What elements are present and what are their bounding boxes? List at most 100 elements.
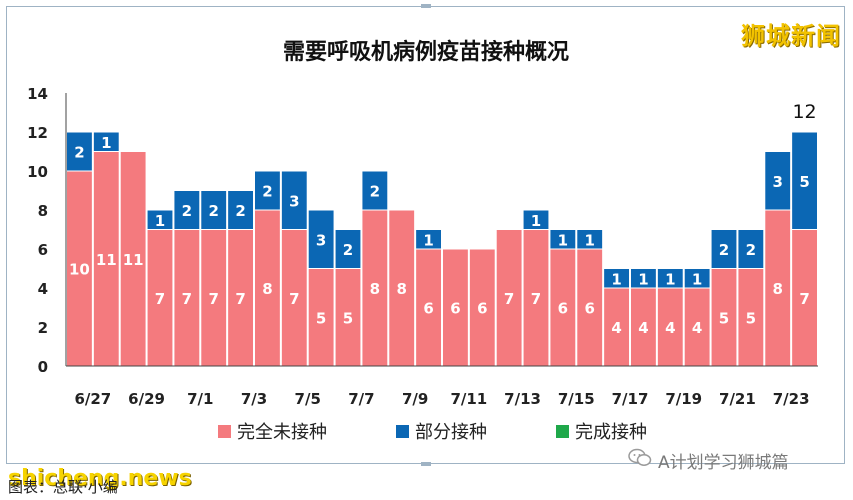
image-caption: 图表：总联·小编 xyxy=(8,478,118,496)
x-tick-label: 7/21 xyxy=(719,390,756,408)
data-label: 6 xyxy=(477,300,487,318)
legend-label: 完成接种 xyxy=(575,422,647,443)
data-label: 4 xyxy=(611,319,621,337)
wechat-account-name: A计划学习狮城篇 xyxy=(658,452,789,473)
bar-segment xyxy=(549,248,577,367)
data-label: 11 xyxy=(123,251,144,269)
bar-segment xyxy=(66,170,93,367)
legend-swatch xyxy=(556,425,569,438)
data-label: 1 xyxy=(611,270,621,288)
data-label: 2 xyxy=(182,202,192,220)
bar-segment xyxy=(764,151,792,211)
data-label: 7 xyxy=(531,290,541,308)
bar-segment xyxy=(576,248,604,367)
bar-segment xyxy=(200,190,228,230)
bar-segment xyxy=(656,268,684,289)
bar-segment xyxy=(388,209,416,367)
y-tick-label: 6 xyxy=(38,241,48,259)
data-label: 1 xyxy=(692,270,702,288)
y-tick-label: 4 xyxy=(38,280,48,298)
data-label: 8 xyxy=(772,280,782,298)
bar-segment xyxy=(307,268,335,367)
data-label: 2 xyxy=(208,202,218,220)
bar-segment xyxy=(710,229,738,269)
bar-segment xyxy=(468,248,496,367)
legend-swatch xyxy=(218,425,231,438)
y-tick-label: 10 xyxy=(27,163,48,181)
wechat-icon xyxy=(628,448,652,473)
bar-segment xyxy=(522,229,550,367)
x-tick-label: 7/17 xyxy=(612,390,649,408)
data-label: 4 xyxy=(638,319,648,337)
x-tick-label: 7/13 xyxy=(504,390,541,408)
data-label: 6 xyxy=(558,300,568,318)
y-tick-label: 14 xyxy=(27,85,48,103)
x-tick-label: 7/5 xyxy=(295,390,321,408)
x-tick-label: 6/27 xyxy=(74,390,111,408)
data-label: 5 xyxy=(746,309,756,327)
data-label: 7 xyxy=(235,290,245,308)
data-label: 2 xyxy=(262,183,272,201)
brand-logo-text: 狮城新闻 xyxy=(741,22,841,50)
bar-segment xyxy=(737,268,765,367)
data-label: 6 xyxy=(584,300,594,318)
data-label: 2 xyxy=(719,241,729,259)
data-label: 8 xyxy=(262,280,272,298)
data-label: 1 xyxy=(665,270,675,288)
data-label: 3 xyxy=(316,231,326,249)
data-label: 2 xyxy=(74,144,84,162)
bar-segment xyxy=(603,268,631,289)
x-tick-label: 6/29 xyxy=(128,390,165,408)
bar-segment xyxy=(522,209,550,230)
data-label: 2 xyxy=(746,241,756,259)
resize-handle-bottom[interactable] xyxy=(421,462,431,466)
bar-segment xyxy=(549,229,577,250)
x-tick-label: 7/15 xyxy=(558,390,595,408)
data-label: 6 xyxy=(450,300,460,318)
bar-segment xyxy=(576,229,604,250)
bar-segment xyxy=(495,229,523,367)
bar-segment xyxy=(791,131,819,230)
data-label: 4 xyxy=(692,319,702,337)
bar-segment xyxy=(737,229,765,269)
data-label: 1 xyxy=(638,270,648,288)
bar-segment xyxy=(280,170,308,230)
total-annotation: 12 xyxy=(792,101,816,123)
data-label: 1 xyxy=(155,212,165,230)
data-label: 7 xyxy=(155,290,165,308)
bar-segment xyxy=(415,229,442,250)
data-label: 8 xyxy=(370,280,380,298)
data-label: 2 xyxy=(235,202,245,220)
resize-handle-top[interactable] xyxy=(421,4,431,8)
bar-segment xyxy=(254,170,281,211)
x-tick-label: 7/19 xyxy=(665,390,702,408)
watermark: shicheng.news xyxy=(8,466,192,491)
bar-segment xyxy=(710,268,738,367)
data-label: 7 xyxy=(182,290,192,308)
data-label: 1 xyxy=(584,231,594,249)
legend-label: 部分接种 xyxy=(415,422,487,443)
x-tick-label: 7/7 xyxy=(348,390,374,408)
data-label: 1 xyxy=(423,231,433,249)
y-tick-label: 2 xyxy=(38,319,48,337)
bar-segment xyxy=(119,151,147,367)
data-label: 1 xyxy=(558,231,568,249)
data-label: 3 xyxy=(289,192,299,210)
wechat-account: A计划学习狮城篇 xyxy=(628,448,789,473)
bar-segment xyxy=(442,248,469,367)
y-tick-label: 8 xyxy=(38,202,48,220)
bar-segment xyxy=(280,229,308,367)
data-label: 7 xyxy=(799,290,809,308)
data-label: 7 xyxy=(504,290,514,308)
bar-segment xyxy=(173,190,201,230)
bar-segment xyxy=(791,229,819,367)
x-tick-label: 7/1 xyxy=(187,390,213,408)
bar-segment xyxy=(630,268,657,289)
data-label: 5 xyxy=(799,173,809,191)
data-label: 1 xyxy=(101,134,111,152)
data-label: 1 xyxy=(531,212,541,230)
x-tick-label: 7/3 xyxy=(241,390,267,408)
data-label: 10 xyxy=(69,261,90,279)
bar-segment xyxy=(361,209,389,367)
